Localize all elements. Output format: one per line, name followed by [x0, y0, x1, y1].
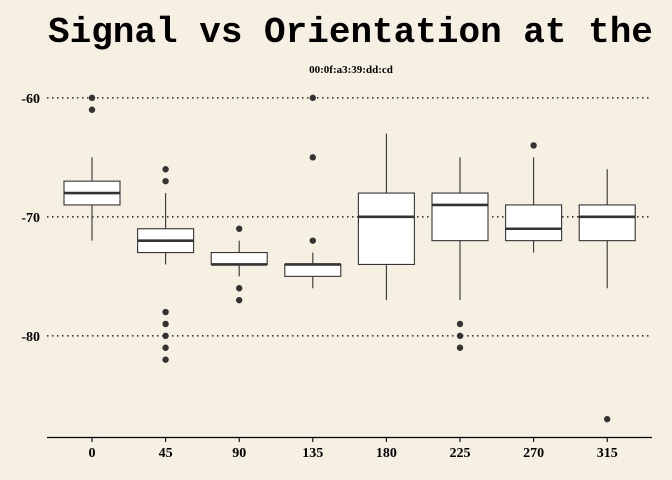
- outlier-point: [236, 285, 243, 292]
- x-axis-ticks: 0 45 90 135 180 225 270 315: [89, 437, 618, 461]
- outlier-point: [530, 142, 537, 149]
- box-group: [431, 157, 489, 351]
- box-group: [210, 225, 268, 304]
- outlier-point: [162, 308, 169, 316]
- box-group: [63, 94, 121, 241]
- box: [357, 192, 415, 266]
- x-tick-label: 315: [597, 446, 618, 461]
- gridlines: [47, 97, 652, 337]
- outlier-point: [88, 106, 96, 113]
- outlier-point: [162, 177, 169, 185]
- box-group: [505, 142, 563, 253]
- outlier-point: [236, 296, 243, 304]
- box-group: [137, 166, 195, 363]
- box-group: [357, 133, 415, 301]
- y-tick-label: -80: [21, 330, 40, 345]
- outlier-point: [236, 225, 243, 232]
- box-group: [578, 169, 636, 423]
- outlier-point: [456, 344, 464, 351]
- box-group: [284, 94, 342, 289]
- outlier-point: [604, 415, 611, 423]
- box: [284, 263, 342, 277]
- outlier-point: [162, 356, 169, 363]
- box: [505, 204, 563, 242]
- box: [578, 204, 636, 242]
- x-tick-label: 225: [450, 446, 471, 461]
- chart-subtitle: 00:0f:a3:39:dd:cd: [309, 64, 393, 76]
- outlier-point: [309, 154, 316, 161]
- box: [431, 192, 489, 242]
- boxes: [63, 94, 636, 423]
- x-tick-label: 270: [523, 446, 544, 461]
- outlier-point: [88, 94, 96, 102]
- x-tick-label: 90: [232, 446, 246, 461]
- outlier-point: [162, 332, 169, 340]
- x-tick-label: 135: [302, 446, 323, 461]
- box: [210, 252, 268, 266]
- outlier-point: [456, 320, 464, 328]
- x-tick-label: 45: [159, 446, 173, 461]
- y-axis-tick-labels: -60 -70 -80: [21, 92, 40, 345]
- outlier-point: [456, 332, 464, 340]
- outlier-point: [162, 320, 169, 328]
- y-tick-label: -70: [21, 211, 40, 226]
- x-tick-label: 180: [376, 446, 397, 461]
- chart-title: Signal vs Orientation at the: [48, 12, 653, 53]
- outlier-point: [162, 166, 169, 173]
- outlier-point: [309, 237, 316, 244]
- outlier-point: [162, 344, 169, 351]
- x-tick-label: 0: [89, 446, 96, 461]
- outlier-point: [309, 94, 316, 102]
- y-tick-label: -60: [21, 92, 40, 107]
